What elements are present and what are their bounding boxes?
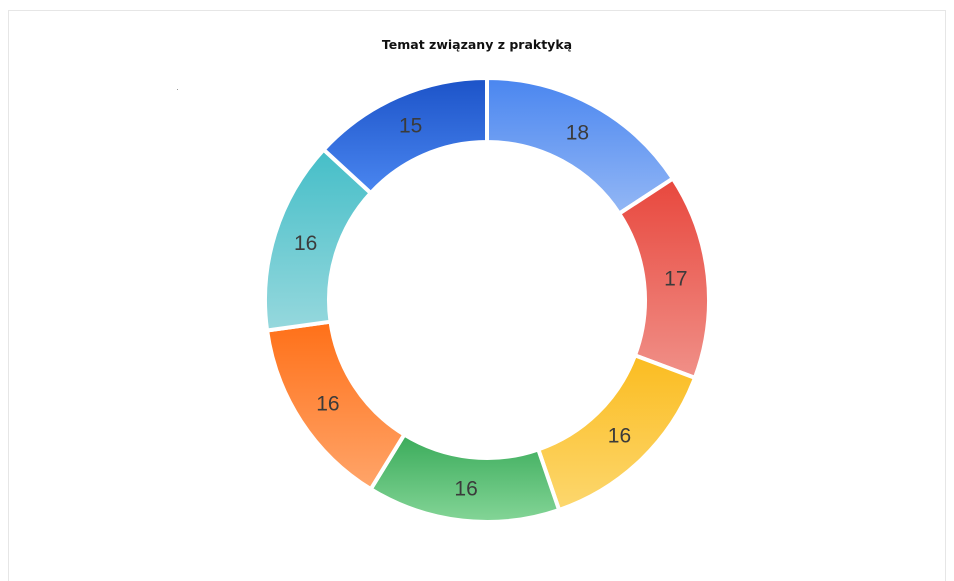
slice-label-6: 16 [294,232,317,255]
slice-label-7: 15 [399,115,422,138]
slice-label-4: 16 [454,477,477,500]
slice-label-3: 16 [608,425,631,448]
slice-label-1: 18 [566,121,589,144]
stray-dot [177,89,178,90]
slice-label-5: 16 [316,392,339,415]
donut-slice-1 [485,75,676,217]
donut-slice-7 [320,75,489,196]
slice-label-2: 17 [664,268,687,291]
chart-title: Temat związany z praktyką [381,37,573,52]
donut-labels: 18 17 16 16 16 16 15 [294,115,688,501]
donut-slices [263,75,711,524]
chart-frame [8,10,946,581]
